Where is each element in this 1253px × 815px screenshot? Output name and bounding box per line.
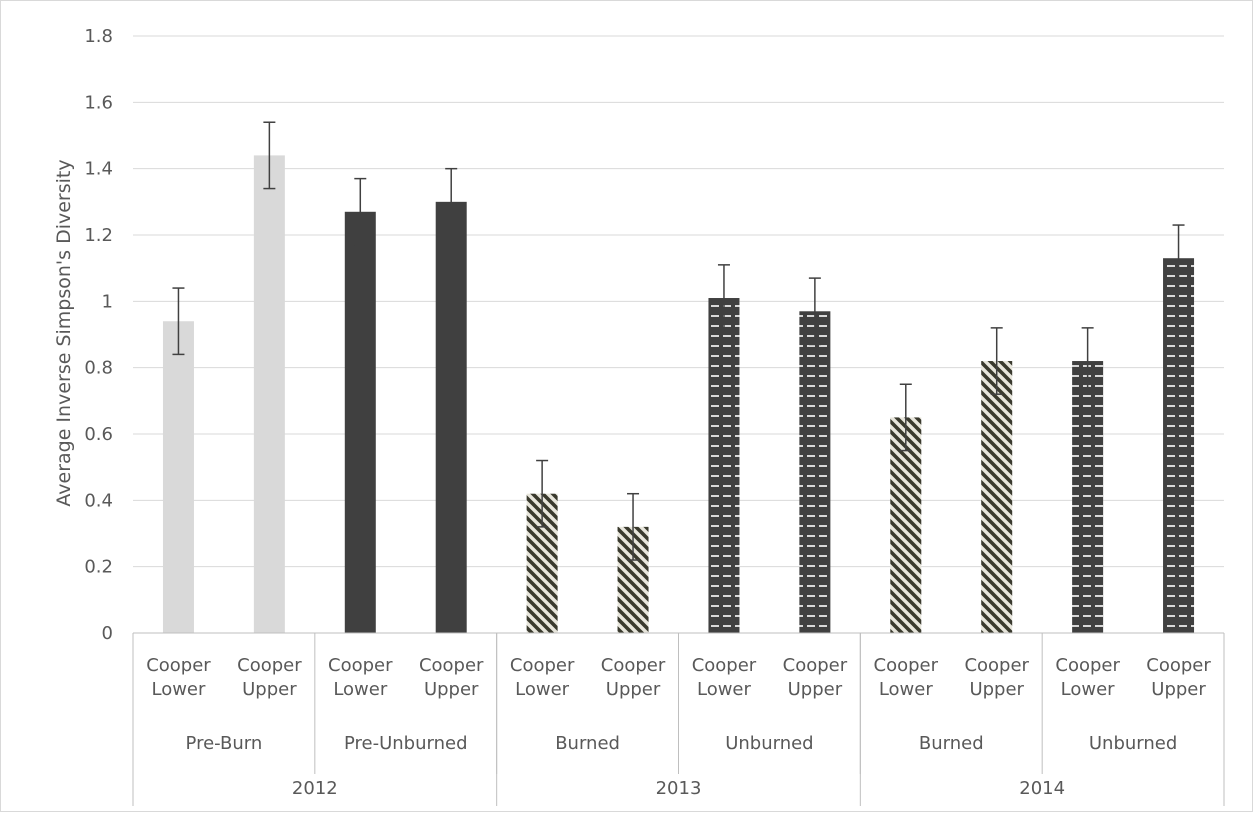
site-label: Cooper Lower: [328, 655, 393, 700]
error-bar: [172, 287, 185, 356]
site-label: Cooper Lower: [874, 655, 939, 700]
y-axis-label: Average Inverse Simpson's Diversity: [53, 159, 75, 506]
bar: [799, 311, 831, 633]
error-bar: [899, 383, 912, 452]
treatment-label: Pre-Burn: [186, 733, 263, 754]
site-label: Cooper Upper: [964, 655, 1029, 700]
treatment-label: Unburned: [1089, 733, 1177, 754]
error-bar: [627, 492, 640, 561]
y-tick-label: 1: [102, 291, 113, 312]
year-label: 2013: [656, 778, 702, 799]
year-label: 2014: [1019, 778, 1065, 799]
bar: [981, 361, 1013, 633]
y-tick-label: 1.8: [84, 26, 113, 47]
y-tick-label: 0.8: [84, 358, 113, 379]
x-axis: Pre-Burn Pre-Unburned Burned Unburned Burned…: [132, 632, 1225, 806]
error-bar: [1172, 224, 1185, 293]
site-label: Cooper Upper: [237, 655, 302, 700]
bar: [162, 321, 194, 633]
bars: [162, 155, 1195, 634]
y-tick-label: 0.6: [84, 424, 113, 445]
y-axis-ticks: 0 0.2 0.4 0.6 0.8 1 1.2 1.4 1.6 1.8: [84, 26, 113, 644]
error-bar: [1081, 327, 1094, 395]
bar: [344, 211, 376, 634]
y-tick-label: 0.2: [84, 557, 113, 578]
treatment-label: Burned: [555, 733, 620, 754]
y-tick-label: 0.4: [84, 490, 113, 511]
site-label: Cooper Upper: [601, 655, 666, 700]
treatment-label: Unburned: [725, 733, 813, 754]
site-label: Cooper Upper: [419, 655, 484, 700]
bar: [1163, 258, 1195, 633]
year-label: 2012: [292, 778, 338, 799]
treatment-label: Burned: [919, 733, 984, 754]
bar: [435, 201, 467, 634]
error-bar: [354, 177, 367, 246]
site-label: Cooper Upper: [1146, 655, 1211, 700]
bar: [890, 417, 922, 633]
error-bar: [990, 327, 1003, 395]
bar: [708, 298, 740, 633]
site-label: Cooper Lower: [146, 655, 211, 700]
site-label: Cooper Upper: [783, 655, 848, 700]
site-label: Cooper Lower: [1055, 655, 1120, 700]
error-bar: [717, 264, 730, 332]
bar: [1072, 361, 1104, 633]
error-bar: [808, 277, 821, 346]
y-tick-label: 1.6: [84, 92, 113, 113]
site-label: Cooper Lower: [692, 655, 757, 700]
y-tick-label: 1.2: [84, 225, 113, 246]
y-tick-label: 1.4: [84, 159, 113, 180]
error-bar: [263, 121, 276, 190]
gridlines: [133, 35, 1224, 568]
y-tick-label: 0: [102, 623, 113, 644]
site-label: Cooper Lower: [510, 655, 575, 700]
bar: [253, 155, 285, 633]
treatment-label: Pre-Unburned: [344, 733, 468, 754]
error-bar: [536, 459, 549, 528]
error-bars: [172, 121, 1185, 561]
error-bar: [445, 167, 458, 236]
